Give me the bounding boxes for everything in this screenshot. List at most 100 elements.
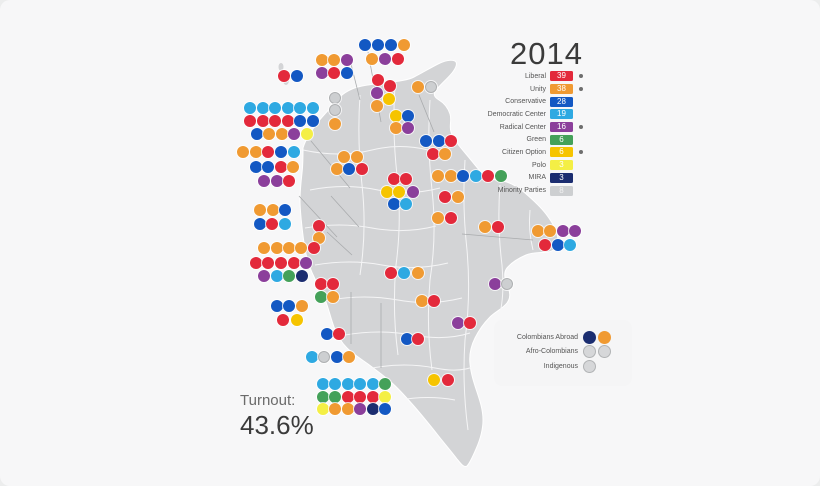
seat-dot [275, 146, 287, 158]
seat-dot [328, 54, 340, 66]
seat-dot [254, 218, 266, 230]
seat-dot [393, 186, 405, 198]
special-legend-row: Colombians Abroad [502, 330, 613, 345]
seat-dot [251, 128, 263, 140]
seat-dot [282, 115, 294, 127]
seat-dot [407, 186, 419, 198]
seat-dot [552, 239, 564, 251]
seat-dot [296, 300, 308, 312]
seat-dot [282, 102, 294, 114]
seat-dot [301, 128, 313, 140]
seat-dot [564, 239, 576, 251]
seat-dot [428, 295, 440, 307]
seat-dot [288, 128, 300, 140]
legend-seat-swatch: 38 [550, 84, 573, 95]
seat-dot [470, 170, 482, 182]
seat-dot [343, 351, 355, 363]
special-seat-circle [598, 345, 611, 359]
seat-dot [327, 278, 339, 290]
seat-dot [257, 115, 269, 127]
seat-dot [250, 161, 262, 173]
legend-label: Citizen Option [502, 148, 546, 156]
seat-dot [244, 102, 256, 114]
seat-dot [279, 204, 291, 216]
seat-dot [237, 146, 249, 158]
legend-row-unity: Unity 38 [428, 83, 583, 96]
seat-dot [313, 232, 325, 244]
seat-dot [288, 146, 300, 158]
seat-dot [266, 218, 278, 230]
seat-dot [367, 378, 379, 390]
seat-dot [328, 67, 340, 79]
seat-dot [400, 173, 412, 185]
seat-dot [392, 53, 404, 65]
seat-dot [316, 54, 328, 66]
seat-dot [313, 220, 325, 232]
seat-dot [291, 70, 303, 82]
seat-dot [428, 374, 440, 386]
seat-dot [385, 267, 397, 279]
seat-dot [283, 300, 295, 312]
legend-row-polo: Polo 3 [428, 159, 583, 172]
seat-dot [275, 257, 287, 269]
legend-seat-swatch: 8 [550, 185, 573, 196]
legend-label: Green [526, 136, 546, 144]
legend-row-liberal: Liberal 39 [428, 70, 583, 83]
seat-dot [379, 378, 391, 390]
seat-dot [315, 291, 327, 303]
seat-dot [276, 128, 288, 140]
seat-dot [296, 270, 308, 282]
seat-dot [275, 161, 287, 173]
legend-seat-swatch: 28 [550, 96, 573, 107]
seat-dot [283, 242, 295, 254]
seat-dot [306, 351, 318, 363]
seat-dot [271, 242, 283, 254]
seat-dot [381, 186, 393, 198]
seat-dot [379, 53, 391, 65]
seat-dot [318, 351, 330, 363]
seat-dot [294, 115, 306, 127]
seat-dot [416, 295, 428, 307]
special-seat-circle [583, 345, 596, 359]
seat-dot [557, 225, 569, 237]
seat-dot [329, 118, 341, 130]
seat-dot [317, 378, 329, 390]
seat-dot [445, 212, 457, 224]
seat-dot [316, 67, 328, 79]
seat-dot [277, 314, 289, 326]
seat-dot [262, 257, 274, 269]
legend-label: Conservative [505, 98, 546, 106]
seat-dot [383, 93, 395, 105]
seat-dot [317, 403, 329, 415]
legend-row-minority-parties: Minority Parties 8 [428, 184, 583, 197]
seat-dot [341, 67, 353, 79]
seat-dot [288, 257, 300, 269]
seat-dot [379, 391, 391, 403]
seat-dot [263, 128, 275, 140]
seat-dot [329, 104, 341, 116]
seat-dot [269, 102, 281, 114]
seat-dot [492, 221, 504, 233]
seat-dot [342, 391, 354, 403]
seat-dot [439, 148, 451, 160]
seat-dot [400, 198, 412, 210]
seat-dot [398, 39, 410, 51]
legend-label: Liberal [524, 72, 546, 80]
seat-dot [250, 257, 262, 269]
seat-dot [321, 328, 333, 340]
seat-dot [307, 102, 319, 114]
seat-dot [452, 191, 464, 203]
seat-dot [342, 403, 354, 415]
seat-dot [501, 278, 513, 290]
seat-dot [402, 110, 414, 122]
legend-seat-swatch: 6 [550, 134, 573, 145]
seat-dot [329, 378, 341, 390]
legend-row-green: Green 6 [428, 133, 583, 146]
seat-dot [327, 291, 339, 303]
seat-dot [479, 221, 491, 233]
special-seats-legend: Colombians Abroad Afro-Colombians Indigeno… [496, 326, 619, 378]
legend-seat-swatch: 3 [550, 172, 573, 183]
department-borders [302, 84, 534, 431]
legend-seat-swatch: 16 [550, 122, 573, 133]
